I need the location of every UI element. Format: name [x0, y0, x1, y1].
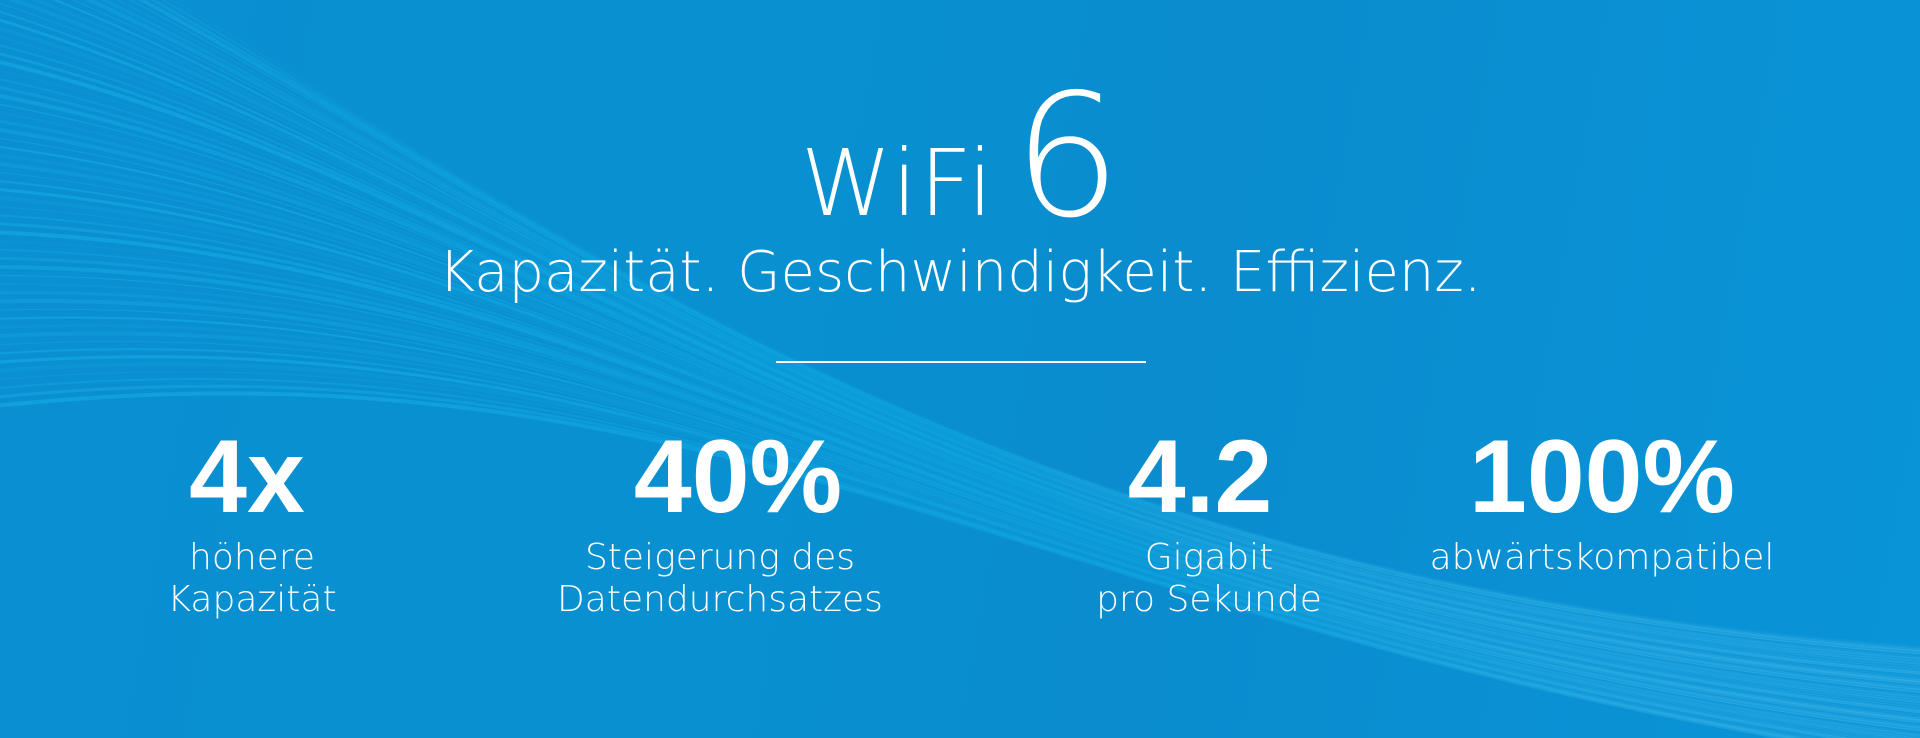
streak-line: [0, 196, 1920, 716]
streak-line: [0, 2, 1920, 670]
tagline: Kapazität. Geschwindigkeit. Effizienz.: [438, 240, 1482, 305]
streak-line: [0, 264, 1920, 732]
streak-line: [0, 308, 1920, 738]
stat-value-speed: 4.2: [1127, 419, 1273, 535]
streak-line: [0, 340, 1866, 738]
streak-line: [0, 36, 1920, 678]
stat-label-speed: Gigabit pro Sekunde: [1096, 537, 1322, 621]
streak-line: [84, 0, 1920, 662]
streak-line: [129, 0, 1920, 655]
label-line: pro Sekunde: [1096, 579, 1322, 620]
label-line: Steigerung des: [584, 537, 856, 578]
streak-line: [0, 230, 1920, 724]
label-line: höhere: [189, 537, 315, 578]
wifi6-logo: WiFi 6: [800, 58, 1122, 256]
stat-value-throughput: 40%: [633, 419, 843, 535]
logo-text: WiFi: [800, 129, 996, 237]
label-line: Datendurchsatzes: [557, 579, 883, 620]
label-line: Gigabit: [1144, 537, 1274, 578]
divider: [776, 361, 1146, 363]
streak-line: [0, 70, 1920, 686]
streak-line: [7, 0, 1920, 670]
streak-line: [0, 172, 1920, 709]
streak-line: [0, 137, 1920, 701]
stat-label-compatibility: abwärtskompatibel: [1430, 537, 1775, 579]
streak-line: [171, 0, 1920, 647]
streak-line: [0, 94, 1920, 693]
streak-line: [71, 0, 1920, 663]
streak-line: [0, 275, 1920, 732]
streak-line: [0, 391, 1797, 738]
streak-line: [0, 331, 1890, 738]
streak-line: [0, 206, 1920, 717]
label-line: Kapazität: [167, 579, 337, 620]
logo-number: 6: [1013, 58, 1122, 256]
label-line: abwärtskompatibel: [1429, 537, 1775, 578]
streak-line: [0, 111, 1920, 696]
streak-line: [0, 60, 1920, 685]
streak-line: [0, 362, 1840, 738]
streak-line: [137, 0, 1920, 654]
stat-label-throughput: Steigerung des Datendurchsatzes: [557, 537, 883, 621]
streak-line: [0, 162, 1920, 708]
stat-value-capacity: 4x: [189, 419, 305, 535]
stat-label-capacity: höhere Kapazität: [167, 537, 336, 621]
streak-line: [0, 127, 1920, 701]
stat-value-compatibility: 100%: [1469, 419, 1735, 535]
streak-line: [0, 371, 1820, 738]
streak-line: [0, 299, 1920, 738]
streak-line: [0, 26, 1920, 678]
streak-line: [0, 104, 1920, 693]
streak-line: [0, 240, 1920, 724]
